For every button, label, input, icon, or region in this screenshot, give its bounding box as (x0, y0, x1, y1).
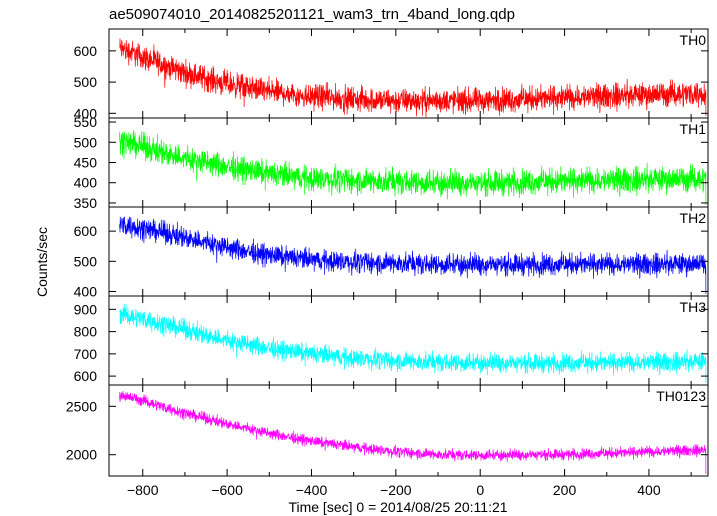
y-tick-label: 500 (74, 253, 98, 269)
y-tick-label: 600 (74, 223, 98, 239)
y-tick-label: 400 (74, 175, 98, 191)
x-tick-label: −200 (380, 482, 412, 498)
series-line-th3 (119, 303, 707, 384)
panel-th3: TH3 600 700 800 900 (74, 295, 709, 386)
x-tick-label: 400 (637, 482, 661, 498)
panel-frame (108, 206, 709, 297)
y-tick-label: 400 (74, 105, 98, 121)
y-tick-label: 450 (74, 155, 98, 171)
series-label-th3: TH3 (680, 299, 707, 315)
panel-th1: TH1 350 400 450 500 550 (74, 114, 709, 211)
y-tick-label: 900 (74, 301, 98, 317)
series-line-th0123 (119, 391, 707, 475)
x-tick-label: −400 (296, 482, 328, 498)
y-tick-label: 800 (74, 324, 98, 340)
y-tick-label: 350 (74, 195, 98, 211)
y-tick-label: 500 (74, 134, 98, 150)
y-tick-label: 600 (74, 43, 98, 59)
y-tick-label: 500 (74, 74, 98, 90)
series-label-th1: TH1 (680, 121, 707, 137)
series-label-th2: TH2 (680, 210, 707, 226)
x-axis-label: Time [sec] 0 = 2014/08/25 20:11:21 (288, 499, 507, 515)
panels-group: TH0 400 500 600 TH1 350 400 450 500 550 TH2 400 500 6… (66, 28, 709, 498)
y-tick-label: 400 (74, 283, 98, 299)
x-tick-label: −600 (211, 482, 243, 498)
x-tick-label: 200 (553, 482, 577, 498)
x-tick-label: 0 (476, 482, 484, 498)
y-tick-label: 600 (74, 368, 98, 384)
series-label-th0123: TH0123 (656, 388, 706, 404)
y-tick-label: 550 (74, 114, 98, 130)
series-line-th1 (119, 129, 707, 206)
panel-th0: TH0 400 500 600 (74, 28, 709, 121)
panel-frame (108, 384, 709, 477)
y-tick-label: 700 (74, 346, 98, 362)
series-label-th0: TH0 (680, 32, 707, 48)
chart-title: ae509074010_20140825201121_wam3_trn_4ban… (109, 6, 515, 23)
x-tick-label: −800 (127, 482, 159, 498)
y-tick-label: 2000 (66, 447, 97, 463)
series-line-th2 (119, 216, 707, 295)
panel-th0123: TH0123 2000 2500 (66, 384, 709, 477)
y-tick-label: 2500 (66, 398, 97, 414)
panel-th2: TH2 400 500 600 (74, 206, 709, 299)
y-axis-label: Counts/sec (34, 227, 50, 297)
series-line-th0 (119, 38, 707, 118)
